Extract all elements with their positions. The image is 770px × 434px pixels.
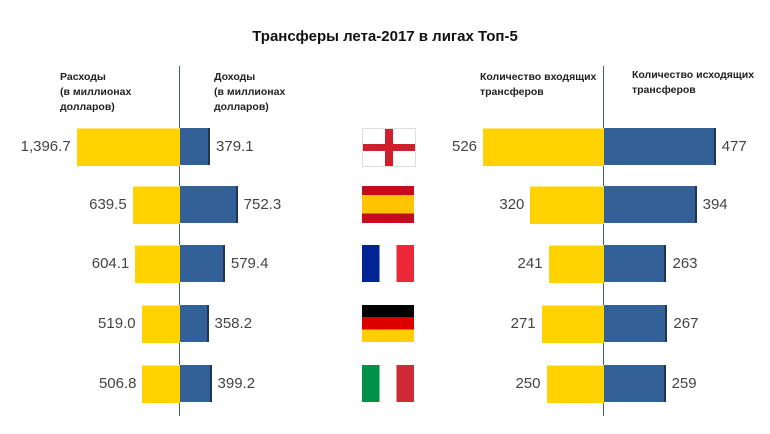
incoming-header: Количество входящих трансферов [480, 71, 597, 98]
bar-1-left-france [548, 245, 604, 283]
italy-flag [362, 365, 414, 402]
bar-1-left-italy [546, 365, 604, 403]
bar-1-right-italy [604, 365, 666, 402]
chart-title: Трансферы лета-2017 в лигах Топ-5 [252, 28, 518, 45]
bar-0-right-spain [180, 186, 238, 223]
label-0-left: 519.0 [98, 315, 136, 332]
label-0-left: 639.5 [89, 196, 127, 213]
label-0-left: 604.1 [91, 255, 130, 272]
bar-0-left-germany [141, 305, 180, 343]
label-1-left: 250 [515, 375, 541, 392]
income-header: Доходы (в миллионах долларов) [214, 71, 286, 113]
label-1-right: 263 [672, 255, 698, 272]
label-1-right: 267 [673, 315, 699, 332]
spain-flag [362, 186, 414, 223]
label-0-right: 579.4 [230, 255, 269, 272]
bar-0-right-germany [180, 305, 209, 342]
bar-0-right-italy [180, 365, 212, 402]
germany-flag [362, 305, 414, 342]
label-1-right: 394 [702, 196, 728, 213]
expense-header: Расходы (в миллионах долларов) [60, 71, 132, 113]
bar-1-right-germany [604, 305, 668, 342]
label-1-left: 320 [499, 196, 525, 213]
bar-1-left-spain [530, 186, 604, 224]
bar-0-right-england [180, 128, 211, 165]
label-1-right: 477 [721, 138, 747, 155]
bar-1-left-england [483, 128, 604, 166]
bar-1-right-france [604, 245, 667, 282]
outgoing-header: Количество исходящих трансферов [632, 69, 755, 96]
bar-0-left-italy [142, 365, 180, 403]
label-0-right: 379.1 [216, 138, 254, 155]
bar-0-left-spain [132, 186, 180, 224]
england-flag [362, 128, 416, 167]
label-0-right: 752.3 [243, 196, 282, 213]
label-1-left: 271 [510, 315, 536, 332]
bar-0-right-france [180, 245, 225, 282]
label-1-right: 259 [671, 375, 697, 392]
label-0-left: 506.8 [98, 375, 137, 392]
label-0-right: 399.2 [217, 375, 256, 392]
bar-1-right-england [604, 128, 716, 165]
right-axis-line [603, 66, 604, 416]
label-1-left: 241 [517, 255, 543, 272]
france-flag [362, 245, 414, 282]
left-axis-line [179, 66, 180, 416]
bar-0-left-france [135, 245, 180, 283]
label-0-right: 358.2 [214, 315, 253, 332]
label-1-left: 526 [451, 138, 478, 155]
bar-1-left-germany [541, 305, 604, 343]
label-0-left: 1,396.7 [20, 138, 71, 155]
bar-0-left-england [76, 128, 180, 166]
bar-1-right-spain [604, 186, 697, 223]
